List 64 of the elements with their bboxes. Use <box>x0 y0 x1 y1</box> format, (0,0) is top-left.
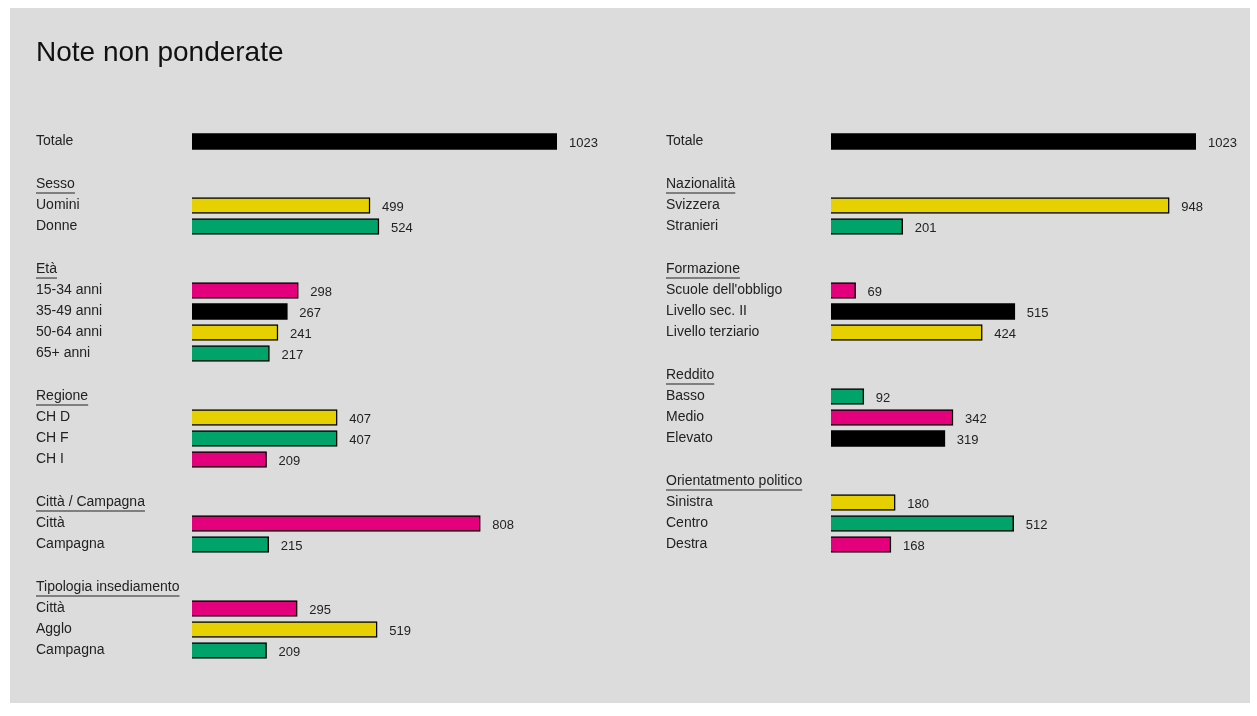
y-tick-label: Medio <box>666 408 705 425</box>
y-tick-label: 50-64 anni <box>36 323 103 340</box>
y-tick-label: Regione <box>36 387 89 404</box>
y-tick-label: Formazione <box>666 260 741 277</box>
y-tick-label: Età <box>36 260 58 277</box>
data-label: 319 <box>956 432 979 448</box>
data-label: 217 <box>281 347 304 363</box>
data-label: 524 <box>390 220 413 236</box>
data-label: 241 <box>289 326 312 342</box>
data-label: 69 <box>867 284 883 300</box>
data-label: 267 <box>299 305 321 321</box>
data-label: 295 <box>309 602 331 618</box>
y-tick-label: Destra <box>666 535 708 552</box>
y-tick-label: Donne <box>36 217 78 234</box>
y-tick-label: Svizzera <box>666 196 720 213</box>
y-tick-label: Nazionalità <box>666 175 736 192</box>
y-tick-label: 15-34 anni <box>36 281 103 298</box>
y-tick-label: Campagna <box>36 641 105 658</box>
y-tick-label: CH F <box>36 429 69 446</box>
data-label: 215 <box>280 538 303 554</box>
y-tick-label: Campagna <box>36 535 105 552</box>
y-tick-label: Città / Campagna <box>36 493 146 510</box>
y-tick-label: Stranieri <box>666 217 719 234</box>
data-label: 407 <box>349 411 371 427</box>
y-tick-label: Sinistra <box>666 493 713 510</box>
y-tick-label: Elevato <box>666 429 713 446</box>
data-label: 519 <box>389 623 411 639</box>
y-tick-label: Totale <box>36 132 74 149</box>
data-label: 808 <box>492 517 514 533</box>
y-tick-label: Sesso <box>36 175 76 192</box>
data-label: 512 <box>1025 517 1048 533</box>
y-tick-label: Agglo <box>36 620 73 637</box>
y-tick-label: 35-49 anni <box>36 302 103 319</box>
y-tick-label: Centro <box>666 514 709 531</box>
y-tick-label: 65+ anni <box>36 344 91 361</box>
data-label: 92 <box>875 390 891 406</box>
y-tick-label: Totale <box>666 132 704 149</box>
data-label: 209 <box>278 644 301 660</box>
data-label: 298 <box>310 284 333 300</box>
data-label: 1023 <box>569 135 598 151</box>
data-label: 407 <box>349 432 371 448</box>
y-tick-label: CH D <box>36 408 71 425</box>
y-tick-label: Uomini <box>36 196 80 213</box>
y-tick-label: Orientatmento politico <box>666 472 803 489</box>
y-tick-label: Città <box>36 599 65 616</box>
y-tick-label: Scuole dell'obbligo <box>666 281 783 298</box>
data-label: 424 <box>994 326 1016 342</box>
chart-title: Note non ponderate <box>36 36 284 67</box>
y-tick-label: Tipologia insediamento <box>36 578 180 595</box>
y-tick-label: CH I <box>36 450 64 467</box>
y-tick-label: Livello sec. II <box>666 302 747 319</box>
y-tick-label: Livello terziario <box>666 323 760 340</box>
data-label: 1023 <box>1208 135 1237 151</box>
data-label: 948 <box>1181 199 1203 215</box>
y-tick-label: Reddito <box>666 366 715 383</box>
data-label: 515 <box>1026 305 1049 321</box>
data-label: 499 <box>382 199 404 215</box>
data-label: 209 <box>278 453 301 469</box>
data-label: 180 <box>907 496 929 512</box>
y-tick-label: Basso <box>666 387 706 404</box>
data-label: 201 <box>914 220 937 236</box>
data-label: 342 <box>965 411 987 427</box>
y-tick-label: Città <box>36 514 65 531</box>
data-label: 168 <box>902 538 925 554</box>
